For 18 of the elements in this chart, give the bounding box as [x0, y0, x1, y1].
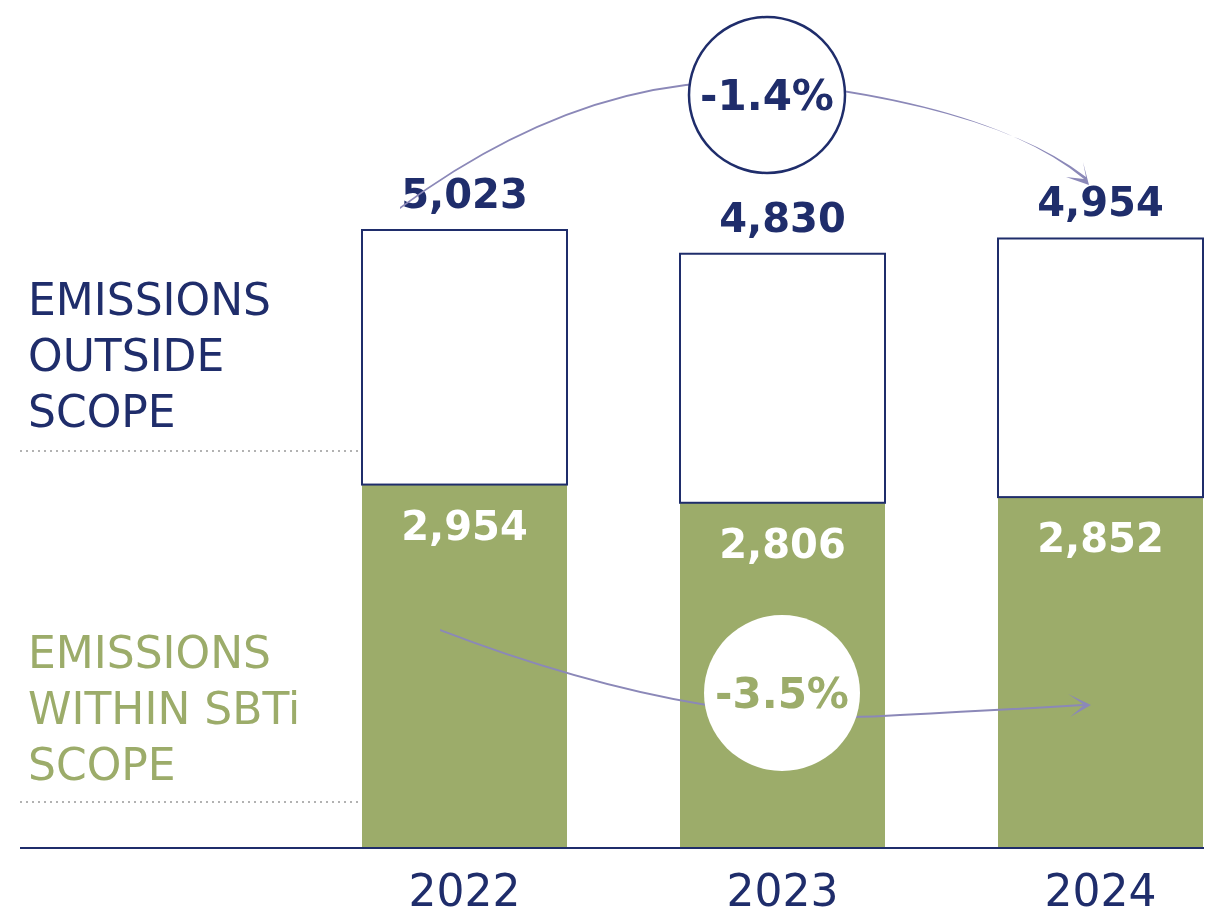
x-tick-label: 2022 [408, 865, 521, 915]
bar [679, 252, 886, 504]
data-label: 2,852 [1037, 515, 1164, 562]
x-tick-label: 2024 [1044, 865, 1157, 915]
bar [362, 484, 567, 848]
x-tick-label: 2023 [726, 865, 839, 915]
total-label: 4,830 [719, 194, 846, 241]
total-label: 4,954 [1037, 179, 1164, 226]
annotation: -3.5% [715, 669, 849, 718]
text: -1.4% [700, 71, 834, 120]
data-label: 2,954 [401, 502, 528, 549]
text: EMISSIONS OUTSIDE SCOPE [28, 274, 272, 437]
bar [997, 237, 1204, 499]
bar [998, 497, 1203, 848]
total-label: 5,023 [401, 171, 528, 217]
data-label: 2,806 [719, 520, 846, 567]
bar [361, 229, 568, 486]
series-label: EMISSIONS WITHIN SBTi SCOPE [28, 627, 301, 790]
